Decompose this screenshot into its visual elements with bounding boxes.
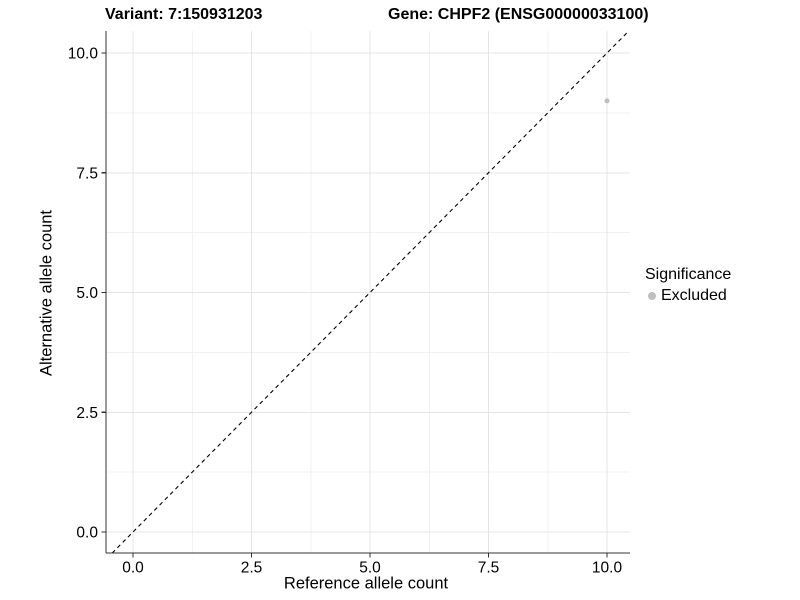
y-tick-label: 10.0 bbox=[68, 46, 99, 63]
legend-point-icon bbox=[648, 292, 656, 300]
x-axis-label: Reference allele count bbox=[283, 574, 449, 593]
y-tick-label: 7.5 bbox=[76, 165, 98, 182]
x-tick-label: 2.5 bbox=[241, 560, 263, 577]
legend-item-label: Excluded bbox=[661, 287, 727, 304]
gene-title: Gene: CHPF2 (ENSG00000033100) bbox=[388, 6, 649, 23]
legend-item-excluded: Excluded bbox=[645, 287, 731, 305]
y-tick-label: 2.5 bbox=[76, 405, 98, 422]
y-axis-label: Alternative allele count bbox=[37, 209, 56, 377]
identity-reference-line bbox=[111, 30, 630, 554]
y-tick-label: 0.0 bbox=[76, 525, 98, 542]
x-tick-label: 10.0 bbox=[592, 560, 623, 577]
y-tick-label: 5.0 bbox=[76, 285, 98, 302]
legend-title: Significance bbox=[645, 266, 732, 283]
x-tick-label: 5.0 bbox=[359, 560, 381, 577]
data-point bbox=[604, 98, 610, 104]
variant-title: Variant: 7:150931203 bbox=[105, 6, 263, 23]
x-tick-label: 0.0 bbox=[122, 560, 144, 577]
legend: Significance Excluded bbox=[645, 266, 731, 305]
x-tick-label: 7.5 bbox=[478, 560, 500, 577]
